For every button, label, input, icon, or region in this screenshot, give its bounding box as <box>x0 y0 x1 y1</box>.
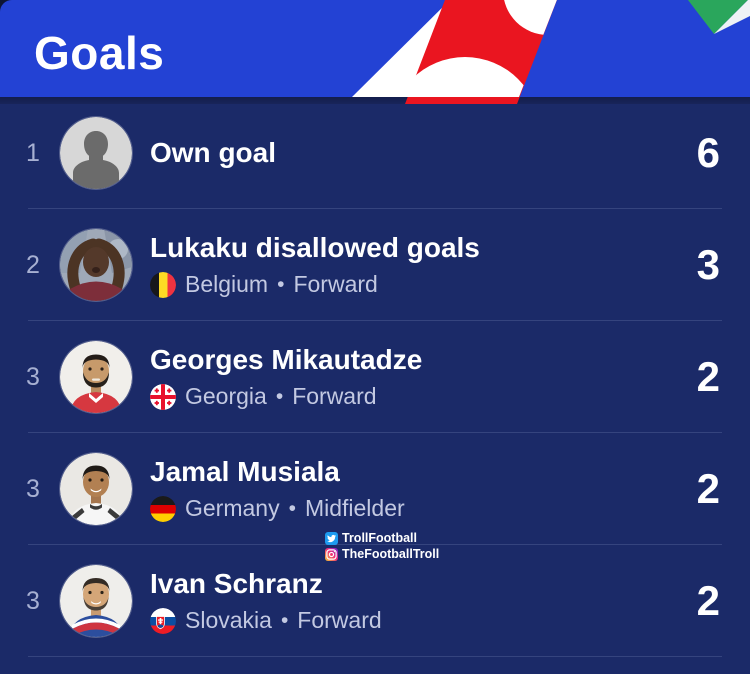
dot-separator: • <box>288 496 296 520</box>
page-title: Goals <box>34 27 165 79</box>
list-item[interactable]: 1 Own goal 6 <box>0 97 750 209</box>
goals-count: 3 <box>696 241 720 288</box>
player-name: Jamal Musiala <box>150 455 340 487</box>
list-item[interactable]: 3 Ivan Schranz <box>0 545 750 657</box>
header: Goals <box>0 0 750 104</box>
rank-label: 2 <box>26 250 40 279</box>
rank-label: 3 <box>26 586 40 615</box>
germany-flag-icon <box>150 495 176 522</box>
twitter-handle-label: TrollFootball <box>342 531 417 545</box>
player-info: Ivan Schranz <box>150 568 685 634</box>
goals-count: 6 <box>696 129 720 176</box>
dot-separator: • <box>280 608 289 632</box>
player-name: Georges Mikautadze <box>150 343 423 375</box>
rank-label: 1 <box>26 138 40 167</box>
twitter-bird-icon <box>325 531 338 545</box>
dot-separator: • <box>275 384 284 408</box>
rank-label: 3 <box>26 474 40 503</box>
lukaku-photo-avatar <box>60 229 132 301</box>
player-meta: Georgia • Forward <box>150 383 685 410</box>
country-label: Georgia <box>185 383 267 410</box>
player-name: Own goal <box>150 136 276 168</box>
position-label: Forward <box>292 383 377 410</box>
list-item[interactable]: 3 Jamal Musiala <box>0 433 750 545</box>
list-item[interactable]: 2 Lukaku disallowed goals <box>0 209 750 321</box>
position-label: Forward <box>297 607 382 634</box>
player-info: Jamal Musiala Germany • Midfielder <box>150 456 685 522</box>
goals-list: 1 Own goal 6 2 <box>0 97 750 657</box>
player-meta: Germany • Midfielder <box>150 495 685 522</box>
player-info: Own goal <box>150 137 685 169</box>
musiala-photo-avatar <box>60 453 132 525</box>
country-label: Belgium <box>185 271 269 298</box>
player-name: Lukaku disallowed goals <box>150 231 480 263</box>
watermark: TrollFootball TheFootballTroll <box>325 531 439 561</box>
player-meta: Belgium • Forward <box>150 271 685 298</box>
instagram-camera-icon <box>325 547 338 561</box>
slovakia-flag-icon <box>150 607 176 634</box>
goals-count: 2 <box>696 577 720 624</box>
rank-label: 3 <box>26 362 40 391</box>
mikautadze-photo-avatar <box>60 341 132 413</box>
position-label: Forward <box>293 271 378 298</box>
country-label: Germany <box>185 495 280 522</box>
belgium-flag-icon <box>150 271 176 298</box>
instagram-handle-label: TheFootballTroll <box>342 547 440 561</box>
schranz-photo-avatar <box>60 565 132 637</box>
player-name: Ivan Schranz <box>150 567 323 599</box>
country-label: Slovakia <box>185 607 272 634</box>
goals-count: 2 <box>696 465 720 512</box>
georgia-flag-icon <box>150 383 176 410</box>
player-info: Georges Mikautadze <box>150 344 685 410</box>
position-label: Midfielder <box>304 495 405 522</box>
list-item[interactable]: 3 Georges Mikautadze <box>0 321 750 433</box>
player-meta: Slovakia • Forward <box>150 607 685 634</box>
twitter-handle: TrollFootball <box>325 531 439 545</box>
generic-player-silhouette-avatar <box>60 117 132 189</box>
goals-count: 2 <box>696 353 720 400</box>
instagram-handle: TheFootballTroll <box>325 547 439 561</box>
dot-separator: • <box>277 272 285 296</box>
player-info: Lukaku disallowed goals Belgium • Forwar… <box>150 232 685 298</box>
